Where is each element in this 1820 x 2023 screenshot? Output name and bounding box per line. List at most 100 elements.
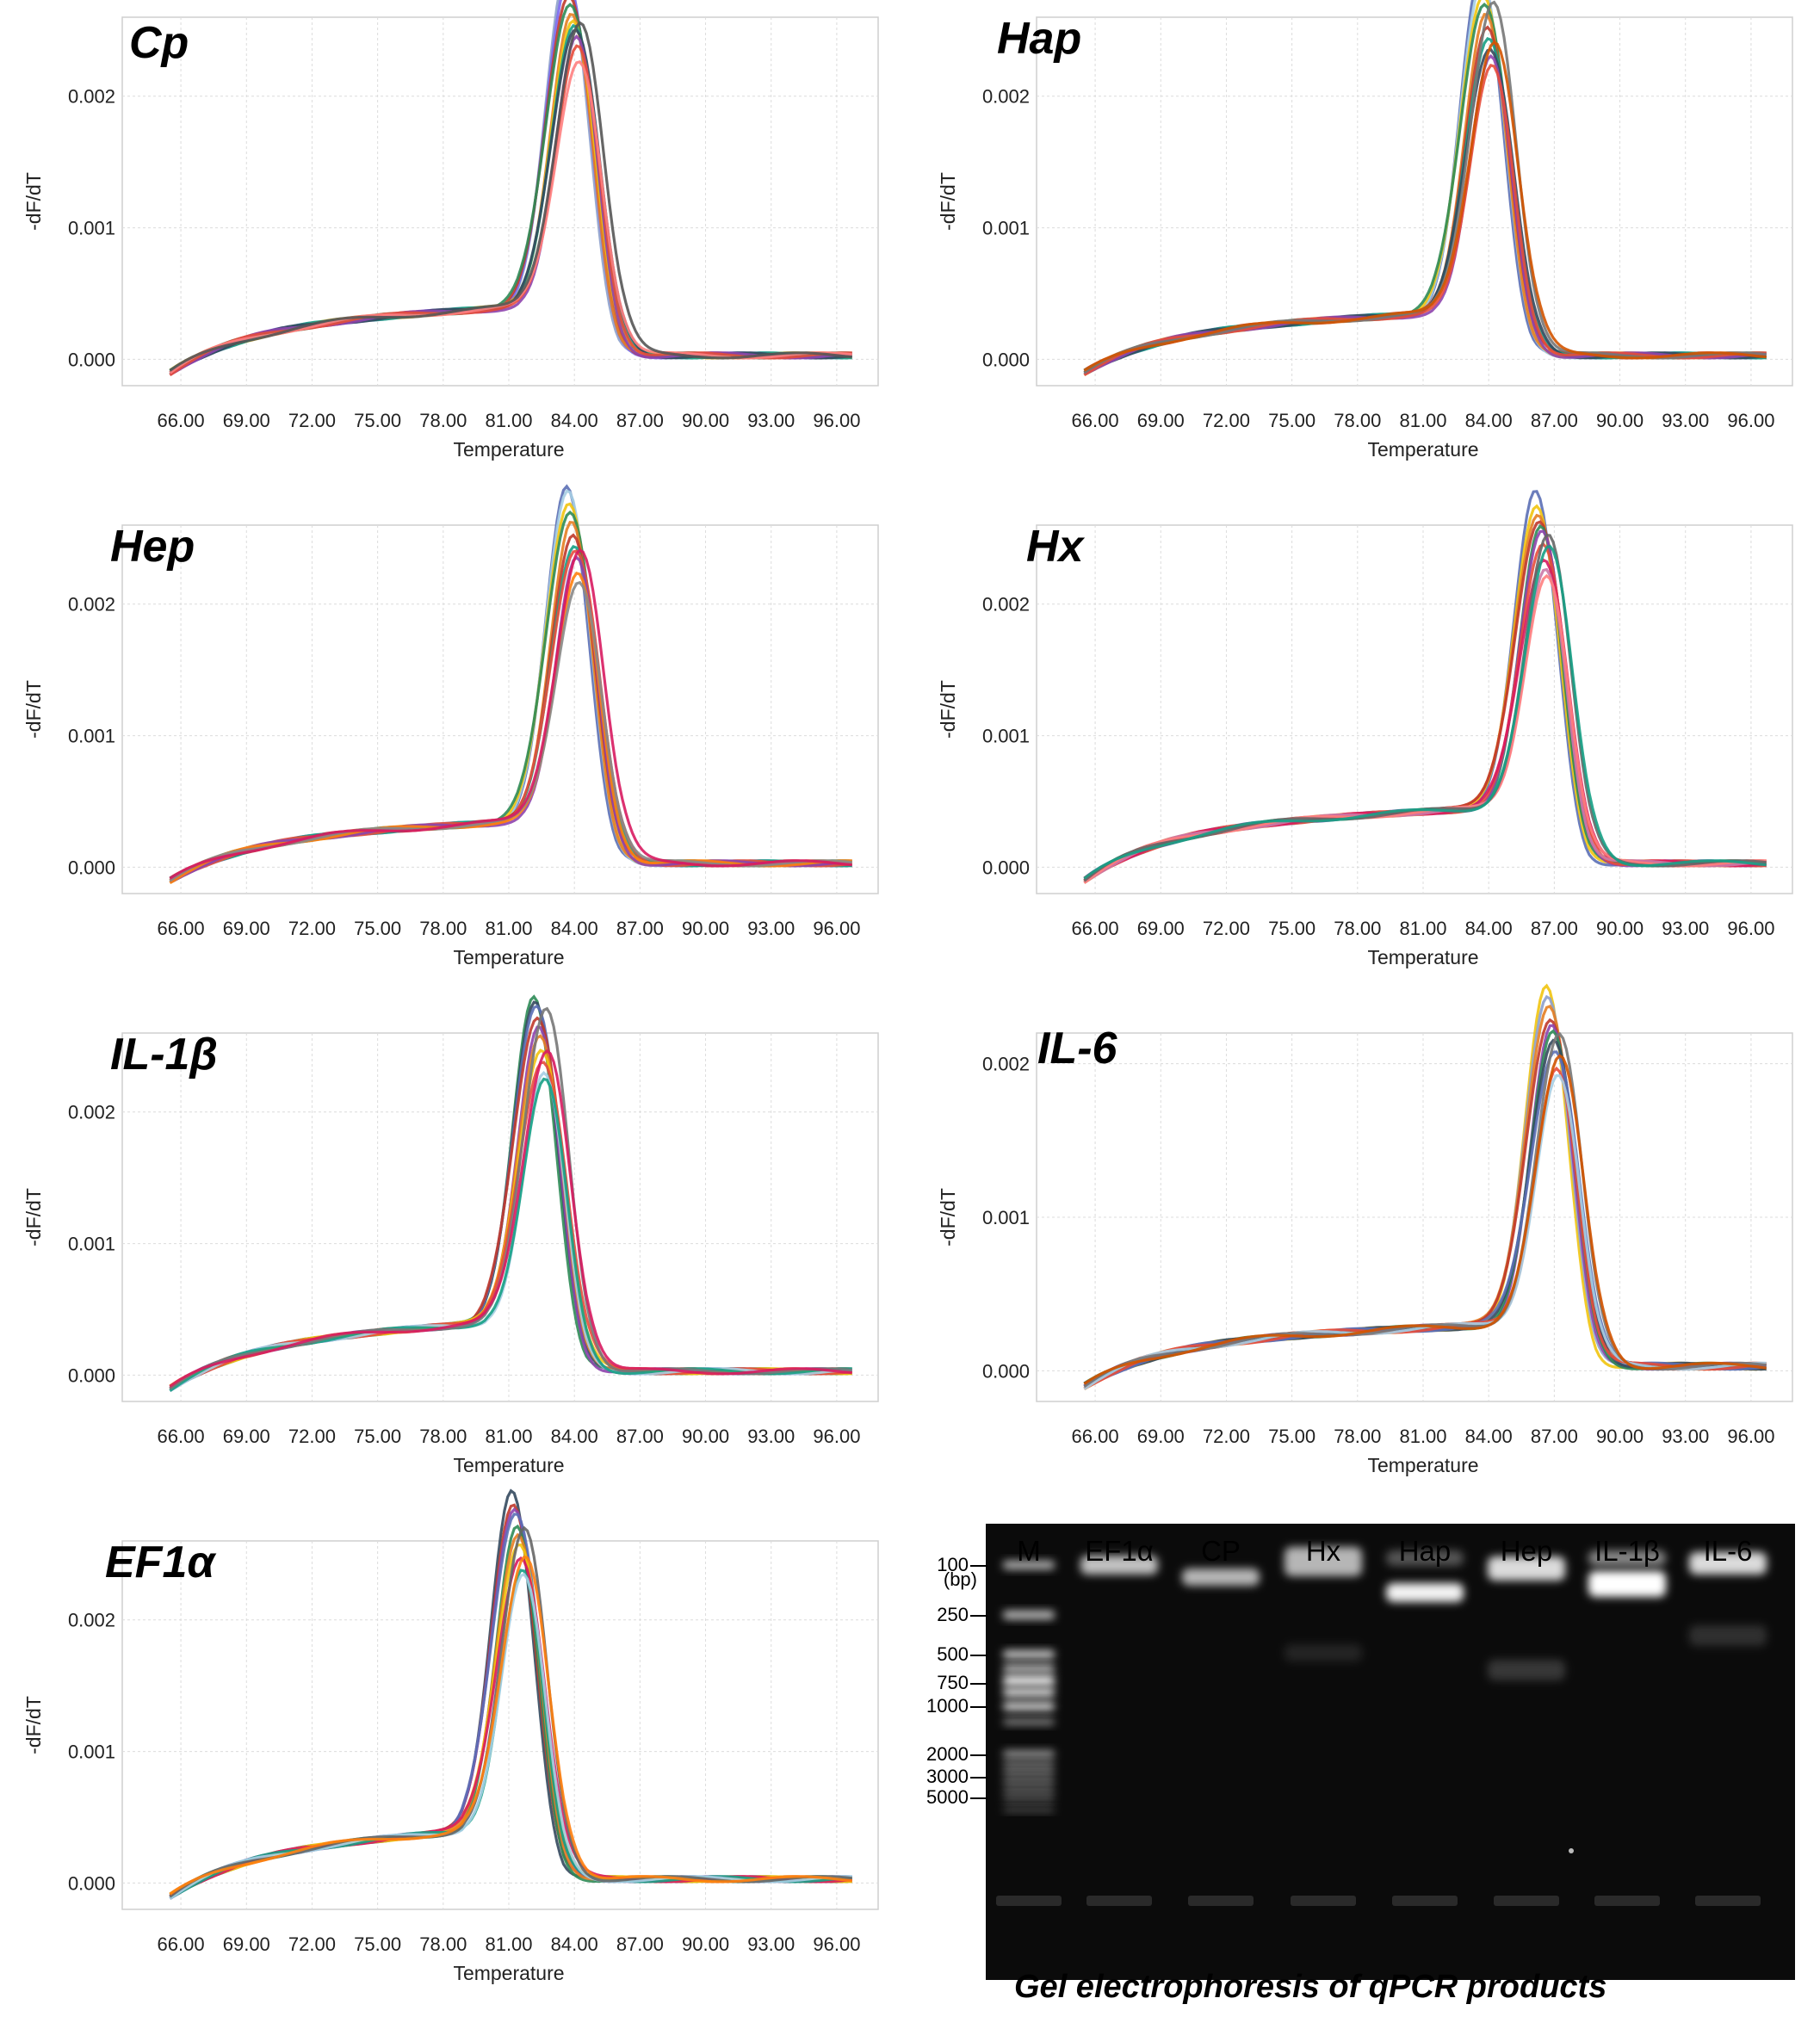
x-tick-label: 81.00 bbox=[1399, 918, 1446, 939]
x-tick-label: 69.00 bbox=[1137, 918, 1185, 939]
x-tick-label: 81.00 bbox=[485, 410, 532, 431]
x-tick-label: 66.00 bbox=[158, 918, 205, 939]
x-tick-label: 87.00 bbox=[616, 1426, 664, 1447]
x-tick-label: 96.00 bbox=[813, 410, 860, 431]
gel-well bbox=[1594, 1896, 1660, 1906]
x-tick-label: 90.00 bbox=[1596, 1426, 1644, 1447]
y-tick-label: 0.002 bbox=[68, 594, 115, 616]
melt-curve-series bbox=[169, 34, 852, 376]
ladder-tick bbox=[970, 1655, 987, 1656]
x-axis-label: Temperature bbox=[453, 946, 564, 968]
x-tick-label: 87.00 bbox=[616, 410, 664, 431]
x-tick-label: 75.00 bbox=[354, 1933, 401, 1955]
x-tick-label: 78.00 bbox=[419, 1426, 467, 1447]
y-tick-label: 0.000 bbox=[982, 349, 1030, 370]
sample-band bbox=[1285, 1644, 1362, 1661]
melt-curve-series bbox=[1083, 53, 1767, 376]
plot-frame bbox=[1036, 16, 1793, 387]
x-tick-label: 84.00 bbox=[551, 918, 598, 939]
x-tick-label: 72.00 bbox=[288, 1426, 336, 1447]
plot-frame bbox=[121, 1032, 879, 1402]
gel-lane-label: M bbox=[1017, 1535, 1041, 1567]
x-tick-label: 69.00 bbox=[1137, 1426, 1185, 1447]
x-tick-label: 84.00 bbox=[551, 410, 598, 431]
panel-title: Hep bbox=[110, 522, 195, 572]
x-tick-label: 72.00 bbox=[288, 918, 336, 939]
y-tick-label: 0.000 bbox=[68, 349, 115, 370]
x-tick-label: 69.00 bbox=[223, 1933, 270, 1955]
x-tick-label: 93.00 bbox=[747, 1426, 795, 1447]
x-tick-label: 78.00 bbox=[1334, 918, 1381, 939]
ladder-band bbox=[1003, 1665, 1055, 1672]
x-tick-label: 72.00 bbox=[1203, 1426, 1250, 1447]
x-tick-label: 66.00 bbox=[1072, 1426, 1119, 1447]
y-tick-label: 0.001 bbox=[982, 218, 1030, 239]
ladder-size-label: 500 bbox=[937, 1643, 969, 1665]
x-tick-label: 78.00 bbox=[1334, 1426, 1381, 1447]
melt-curve-series bbox=[169, 1049, 852, 1388]
ladder-band bbox=[1003, 1702, 1055, 1711]
ladder-tick bbox=[970, 1754, 987, 1756]
x-tick-label: 93.00 bbox=[747, 918, 795, 939]
y-tick-label: 0.001 bbox=[68, 726, 115, 747]
plot-frame bbox=[1036, 524, 1793, 894]
ladder-tick bbox=[970, 1706, 987, 1708]
ladder-size-label: 5000 bbox=[926, 1786, 969, 1808]
y-tick-label: 0.002 bbox=[68, 86, 115, 108]
gel-lane-label: IL-1β bbox=[1594, 1535, 1660, 1567]
x-tick-label: 72.00 bbox=[288, 410, 336, 431]
x-axis-label: Temperature bbox=[1367, 946, 1478, 968]
sample-band bbox=[1386, 1550, 1464, 1566]
ladder-band bbox=[1003, 1650, 1055, 1659]
x-tick-label: 84.00 bbox=[551, 1933, 598, 1955]
x-tick-label: 69.00 bbox=[223, 918, 270, 939]
x-axis-label: Temperature bbox=[453, 1454, 564, 1476]
sample-band bbox=[1386, 1583, 1464, 1602]
y-tick-label: 0.000 bbox=[68, 1872, 115, 1894]
x-tick-label: 87.00 bbox=[1531, 410, 1578, 431]
y-tick-label: 0.000 bbox=[982, 857, 1030, 878]
y-axis-label: -dF/dT bbox=[22, 172, 45, 231]
ladder-band bbox=[1003, 1763, 1055, 1770]
x-tick-label: 81.00 bbox=[1399, 410, 1446, 431]
bp-unit-label: (bp) bbox=[943, 1568, 977, 1590]
gel-well bbox=[1695, 1896, 1761, 1906]
ladder-band bbox=[1003, 1688, 1055, 1697]
y-axis-label: -dF/dT bbox=[937, 172, 959, 231]
ladder-tick bbox=[970, 1683, 987, 1685]
x-tick-label: 87.00 bbox=[616, 1933, 664, 1955]
x-tick-label: 78.00 bbox=[419, 410, 467, 431]
x-tick-label: 75.00 bbox=[354, 410, 401, 431]
x-tick-label: 75.00 bbox=[1268, 918, 1315, 939]
gel-speck bbox=[1569, 1848, 1574, 1853]
melt-curve-panel: 66.00 69.00 72.00 75.00 78.00 81.00 84.00 87.00… bbox=[0, 484, 906, 990]
x-tick-label: 72.00 bbox=[288, 1933, 336, 1955]
y-axis-label: -dF/dT bbox=[22, 680, 45, 739]
x-tick-label: 81.00 bbox=[485, 1933, 532, 1955]
x-tick-label: 87.00 bbox=[616, 918, 664, 939]
y-tick-label: 0.001 bbox=[982, 726, 1030, 747]
x-tick-label: 93.00 bbox=[1662, 1426, 1709, 1447]
gel-well bbox=[996, 1896, 1062, 1906]
x-tick-label: 81.00 bbox=[485, 918, 532, 939]
ladder-tick bbox=[970, 1797, 987, 1799]
y-tick-label: 0.000 bbox=[68, 857, 115, 878]
ladder-band bbox=[1003, 1561, 1055, 1569]
x-tick-label: 72.00 bbox=[1203, 918, 1250, 939]
melt-curve-series bbox=[1083, 567, 1767, 884]
ladder-band bbox=[1003, 1773, 1055, 1780]
y-tick-label: 0.000 bbox=[982, 1360, 1030, 1382]
y-tick-label: 0.002 bbox=[982, 1054, 1030, 1075]
sample-band bbox=[1080, 1556, 1158, 1574]
x-axis-label: Temperature bbox=[453, 438, 564, 461]
x-tick-label: 66.00 bbox=[158, 1933, 205, 1955]
y-tick-label: 0.001 bbox=[68, 1234, 115, 1255]
x-tick-label: 96.00 bbox=[1727, 918, 1774, 939]
gel-well bbox=[1291, 1896, 1356, 1906]
melt-curve-series bbox=[1083, 1066, 1767, 1390]
y-tick-label: 0.001 bbox=[68, 1742, 115, 1763]
x-tick-label: 93.00 bbox=[1662, 410, 1709, 431]
melt-curve-svg: 66.00 69.00 72.00 75.00 78.00 81.00 84.00 87.00… bbox=[937, 0, 1793, 461]
x-tick-label: 75.00 bbox=[1268, 1426, 1315, 1447]
y-tick-label: 0.002 bbox=[982, 594, 1030, 616]
